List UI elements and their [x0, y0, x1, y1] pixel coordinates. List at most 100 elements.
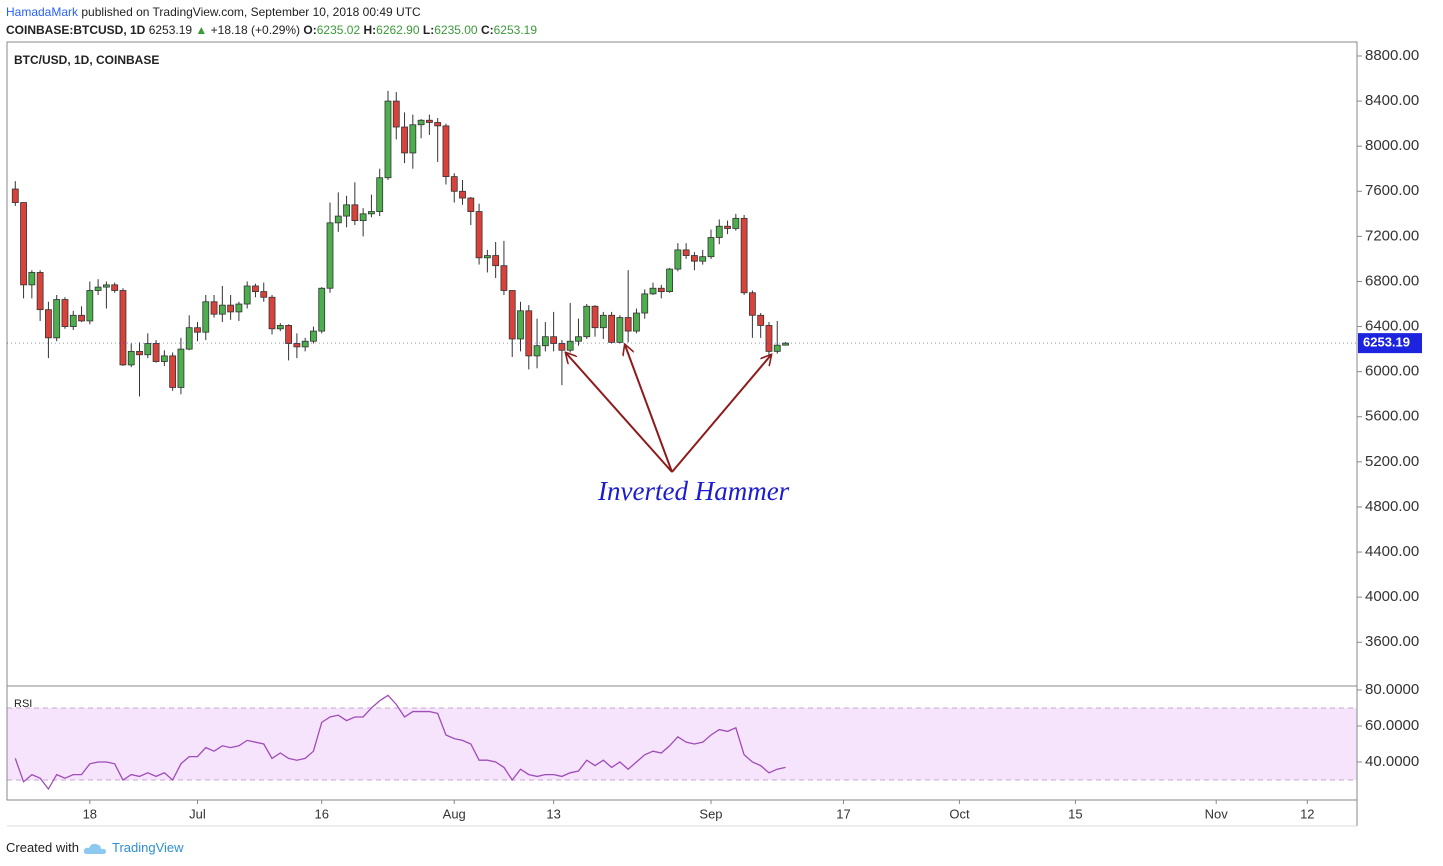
candle-body	[260, 291, 268, 298]
candle-body	[624, 317, 632, 332]
candle-body	[765, 325, 773, 352]
candle-body	[376, 177, 384, 212]
candle-body	[434, 122, 442, 127]
candle-body	[550, 336, 558, 344]
rsi-line	[14, 694, 786, 791]
candle-body	[94, 286, 102, 291]
y-tick-label: 6400.00	[1365, 318, 1419, 335]
candle-body	[111, 284, 119, 291]
last-price-label: 6253.19	[1363, 335, 1410, 350]
o-label: O:	[303, 23, 317, 37]
candle-body	[599, 314, 607, 329]
published: published on TradingView.com, September …	[81, 5, 421, 19]
candle-body	[28, 272, 36, 286]
y-tick-label: 3600.00	[1365, 633, 1419, 650]
candle-body	[517, 310, 524, 340]
y-tick-label: 4000.00	[1365, 588, 1419, 605]
y-tick-label: 6000.00	[1365, 363, 1419, 380]
candle-body	[657, 287, 665, 293]
arrows	[566, 345, 771, 473]
candle-body	[169, 355, 177, 388]
x-tick-label: 13	[546, 806, 560, 821]
author[interactable]: HamadaMark	[6, 5, 79, 19]
x-tick-label: Sep	[699, 806, 722, 821]
candle-body	[78, 314, 85, 322]
candle-body	[194, 327, 201, 333]
x-tick-label: Nov	[1205, 806, 1229, 821]
candle-body	[243, 285, 251, 305]
x-tick-label: 15	[1068, 806, 1082, 821]
candle-body	[425, 119, 433, 123]
candle-body	[136, 350, 143, 356]
candle-body	[53, 299, 61, 339]
candle-body	[359, 213, 367, 221]
candle-body	[310, 330, 317, 342]
price: 6253.19	[148, 23, 193, 37]
candle-body	[782, 342, 789, 346]
candle-body	[119, 290, 127, 366]
candle-body	[575, 336, 582, 342]
candle-body	[343, 204, 350, 217]
candle-body	[467, 197, 475, 212]
candle-body	[533, 345, 541, 357]
header-line: COINBASE:BTCUSD, 1D 6253.19 ▲ +18.18 (+0…	[6, 21, 537, 39]
candle-body	[392, 100, 400, 128]
brand[interactable]: TradingView	[112, 840, 184, 855]
arrow	[625, 345, 673, 473]
candle-body	[558, 343, 566, 351]
l: 6235.00	[434, 23, 478, 37]
candle-body	[285, 325, 292, 344]
candle-body	[401, 126, 408, 154]
o: 6235.02	[316, 23, 361, 37]
candle-body	[583, 305, 591, 338]
candle-body	[45, 309, 52, 339]
candle-body	[177, 348, 185, 388]
candle-body	[525, 310, 533, 357]
arrow: ▲	[195, 23, 208, 37]
candle-body	[616, 317, 624, 343]
candle-body	[459, 190, 466, 199]
candle-body	[351, 204, 359, 221]
candle-body	[483, 255, 491, 259]
candle-body	[757, 314, 765, 326]
candle-body	[715, 225, 723, 238]
candle-body	[674, 249, 682, 270]
candle-body	[508, 290, 516, 340]
candle-body	[293, 343, 301, 348]
candle-body	[252, 285, 259, 293]
x-tick-label: 12	[1300, 806, 1314, 821]
candle-body	[450, 176, 458, 192]
footer: Created with TradingView	[6, 840, 184, 857]
l-label: L:	[422, 23, 435, 37]
candle-body	[492, 255, 500, 267]
pane-title: RSI	[14, 698, 32, 710]
candle-body	[20, 202, 27, 286]
candle-body	[707, 237, 715, 258]
candle-body	[641, 293, 649, 314]
candle-body	[591, 305, 599, 329]
candle-body	[368, 211, 375, 215]
candle-body	[334, 215, 342, 224]
candle-body	[276, 325, 284, 330]
candle-body	[160, 355, 168, 362]
candle-body	[666, 268, 673, 293]
candle-body	[740, 217, 748, 294]
y-tick-label: 80.0000	[1365, 681, 1419, 698]
candle-body	[102, 284, 110, 288]
candle-body	[649, 287, 657, 295]
annotation: Inverted Hammer	[597, 476, 790, 506]
change: +18.18 (+0.29%)	[210, 23, 301, 37]
candle-body	[732, 217, 740, 229]
candle-body	[724, 225, 731, 229]
candle-body	[268, 296, 276, 330]
x-tick-label: Aug	[443, 806, 466, 821]
c-label: C:	[480, 23, 494, 37]
x-tick-label: Jul	[189, 806, 206, 821]
candle-body	[409, 124, 417, 154]
candle-body	[566, 340, 574, 351]
arrow	[671, 355, 771, 473]
candle-body	[633, 312, 640, 332]
y-tick-label: 7200.00	[1365, 227, 1419, 244]
y-tick-label: 7600.00	[1365, 182, 1419, 199]
